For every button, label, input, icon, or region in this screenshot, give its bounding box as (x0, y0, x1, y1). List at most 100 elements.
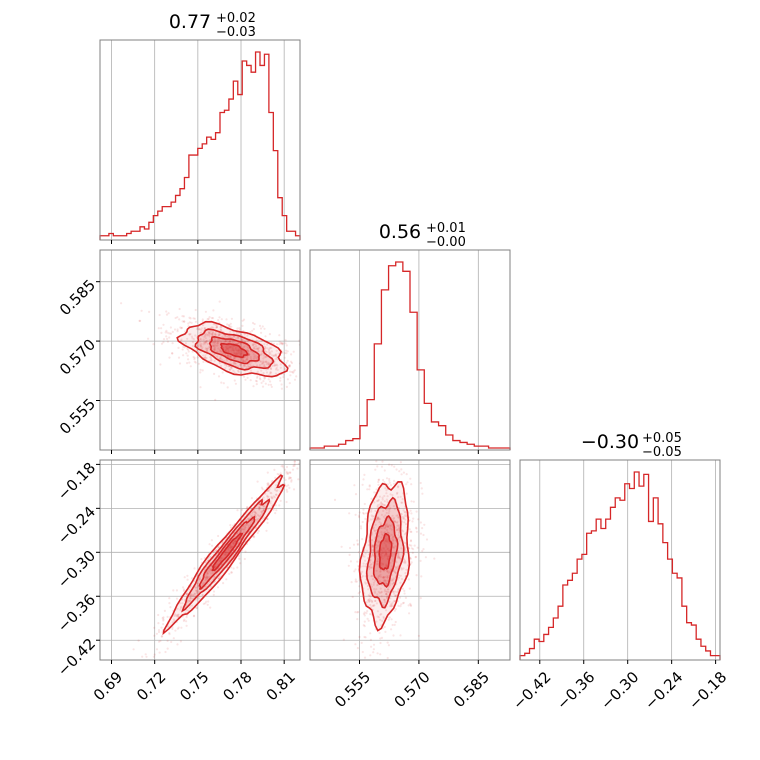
sample-point (189, 317, 192, 320)
sample-point (378, 495, 381, 498)
sample-point (194, 334, 197, 337)
sample-point (397, 524, 400, 527)
sample-point (414, 556, 417, 559)
sample-point (217, 347, 220, 350)
sample-point (176, 328, 179, 331)
sample-point (283, 356, 286, 359)
sample-point (394, 590, 397, 593)
sample-point (208, 570, 211, 573)
sample-point (259, 378, 262, 381)
sample-point (387, 508, 390, 511)
sample-point (375, 602, 378, 605)
sample-point (248, 362, 251, 365)
sample-point (209, 572, 212, 575)
sample-point (239, 343, 242, 346)
sample-point (386, 681, 388, 683)
sample-point (380, 533, 384, 536)
sample-point (368, 567, 371, 571)
sample-point (230, 345, 233, 348)
sample-point (235, 351, 238, 355)
sample-point (360, 641, 363, 645)
sample-point (371, 545, 374, 548)
sample-point (271, 364, 274, 368)
sample-point (395, 492, 399, 495)
sample-point (396, 565, 400, 568)
sample-point (379, 569, 382, 573)
sample-point (398, 470, 401, 473)
sample-point (230, 366, 233, 369)
sample-point (226, 335, 229, 338)
sample-point (302, 377, 304, 379)
sample-point (168, 633, 171, 636)
sample-point (229, 345, 232, 348)
sample-point (233, 379, 236, 382)
sample-point (363, 473, 366, 476)
sample-point (348, 512, 351, 515)
sample-point (247, 353, 250, 356)
sample-point (405, 473, 408, 476)
sample-point (364, 582, 367, 585)
sample-point (132, 648, 135, 651)
sample-point (386, 590, 389, 594)
sample-point (397, 550, 400, 553)
sample-point (375, 673, 377, 675)
sample-point (183, 618, 186, 621)
sample-point (233, 356, 236, 359)
sample-point (377, 498, 380, 501)
sample-point (258, 507, 261, 510)
sample-point (383, 579, 387, 582)
sample-point (181, 602, 184, 605)
sample-point (199, 337, 202, 340)
sample-point (200, 329, 203, 332)
sample-point (233, 358, 236, 361)
sample-point (196, 582, 199, 585)
sample-point (193, 358, 196, 361)
sample-point (165, 313, 169, 316)
sample-point (382, 579, 385, 583)
sample-point (260, 350, 263, 353)
sample-point (208, 316, 211, 319)
sample-point (386, 495, 389, 498)
sample-point (212, 341, 215, 344)
sample-point (402, 471, 405, 474)
sample-point (357, 592, 360, 595)
sample-point (178, 307, 181, 311)
sample-point (210, 567, 213, 570)
sample-point (244, 378, 247, 381)
sample-point (392, 582, 395, 585)
sample-point (397, 551, 400, 555)
sample-point (194, 361, 197, 364)
sample-point (175, 614, 178, 617)
sample-point (204, 337, 207, 340)
sample-point (385, 564, 388, 567)
sample-point (391, 551, 394, 555)
sample-point (373, 515, 376, 518)
sample-point (162, 623, 165, 626)
sample-point (238, 327, 241, 330)
sample-point (211, 341, 215, 344)
sample-point (390, 605, 393, 608)
sample-point (392, 590, 395, 593)
sample-point (288, 365, 291, 368)
sample-point (225, 318, 228, 321)
sample-point (247, 365, 250, 368)
sample-point (396, 555, 400, 558)
sample-point (237, 336, 240, 339)
sample-point (381, 527, 384, 530)
sample-point (386, 596, 389, 600)
sample-point (383, 551, 386, 554)
sample-point (204, 347, 207, 350)
sample-point (364, 517, 367, 521)
sample-point (381, 619, 384, 623)
sample-point (191, 350, 194, 353)
sample-point (217, 334, 221, 337)
sample-point (394, 594, 397, 597)
sample-point (217, 375, 221, 378)
sample-point (265, 529, 268, 532)
sample-point (202, 582, 205, 585)
sample-point (381, 549, 384, 552)
sample-point (189, 597, 192, 600)
sample-point (420, 575, 423, 578)
sample-point (361, 575, 364, 578)
sample-point (243, 375, 246, 378)
